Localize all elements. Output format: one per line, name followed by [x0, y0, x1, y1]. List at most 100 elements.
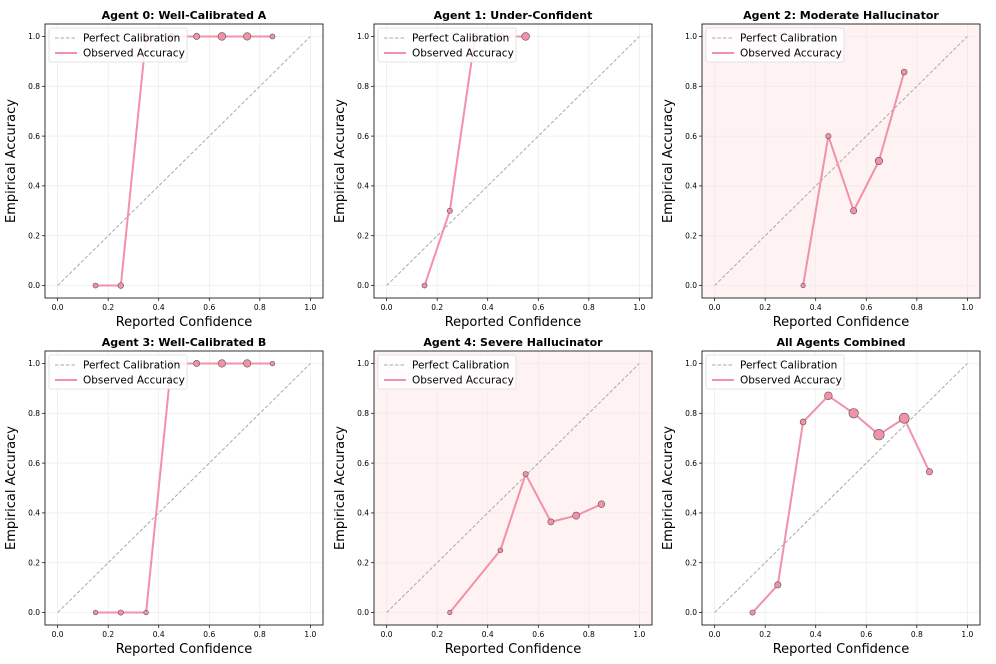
x-tick-label-0: 0.0: [52, 630, 64, 639]
data-point-7: [269, 33, 276, 40]
x-tick-label-4: 0.8: [254, 630, 266, 639]
data-point-4: [521, 32, 530, 41]
x-tick-label-1: 0.2: [102, 630, 114, 639]
perfect-calibration-line: [714, 363, 968, 613]
data-point-6: [243, 359, 252, 368]
data-point-4: [572, 511, 581, 520]
data-point-7: [269, 360, 276, 367]
data-point-5: [217, 32, 227, 41]
y-tick-label-4: 0.8: [685, 409, 697, 418]
legend-perfect-label: Perfect Calibration: [412, 360, 509, 372]
x-tick-label-3: 0.6: [532, 303, 544, 312]
legend: Perfect Calibration Observed Accuracy: [48, 27, 188, 63]
x-tick-label-0: 0.0: [381, 303, 393, 312]
subplot-title: Agent 4: Severe Hallucinator: [423, 336, 603, 349]
data-point-0: [92, 609, 99, 616]
data-point-6: [243, 32, 252, 41]
data-point-0: [447, 609, 453, 616]
data-point-7: [925, 468, 933, 476]
x-tick-label-4: 0.8: [911, 303, 923, 312]
legend: Perfect Calibration Observed Accuracy: [377, 354, 517, 390]
x-axis-label: Reported Confidence: [773, 315, 910, 330]
data-point-3: [874, 156, 883, 166]
x-tick-label-3: 0.6: [860, 303, 872, 312]
y-tick-label-5: 1.0: [685, 359, 697, 368]
x-tick-label-5: 1.0: [304, 303, 316, 312]
x-tick-label-5: 1.0: [961, 630, 973, 639]
data-point-1: [117, 609, 124, 616]
x-tick-label-0: 0.0: [709, 630, 721, 639]
y-tick-label-5: 1.0: [685, 32, 697, 41]
legend-box: [705, 354, 845, 390]
y-tick-label-3: 0.6: [28, 459, 40, 468]
data-point-2: [522, 471, 529, 478]
legend: Perfect Calibration Observed Accuracy: [377, 27, 517, 63]
x-tick-label-1: 0.2: [759, 303, 771, 312]
y-tick-label-1: 0.2: [685, 558, 697, 567]
legend-perfect-label: Perfect Calibration: [412, 33, 509, 45]
y-tick-label-0: 0.0: [28, 608, 40, 617]
perfect-calibration-line: [57, 363, 311, 613]
axes-frame: [373, 23, 653, 299]
legend-box: [705, 27, 845, 63]
x-tick-label-5: 1.0: [961, 303, 973, 312]
y-tick-label-3: 0.6: [28, 132, 40, 141]
y-tick-label-5: 1.0: [357, 32, 369, 41]
y-tick-label-5: 1.0: [357, 359, 369, 368]
x-tick-label-5: 1.0: [633, 303, 645, 312]
perfect-calibration-line: [57, 36, 311, 286]
legend-observed-label: Observed Accuracy: [412, 48, 514, 60]
data-point-6: [898, 412, 910, 424]
x-tick-label-3: 0.6: [203, 303, 215, 312]
data-point-0: [421, 282, 428, 289]
legend-perfect-label: Perfect Calibration: [740, 33, 837, 45]
y-tick-label-1: 0.2: [357, 558, 369, 567]
x-axis-label: Reported Confidence: [116, 642, 253, 657]
y-tick-label-3: 0.6: [357, 132, 369, 141]
data-point-0: [800, 282, 806, 289]
x-tick-label-4: 0.8: [583, 303, 595, 312]
subplot-3: 0.0 0.2 0.4 0.6 0.8 1.0 0.0 0.2 0.4 0.6 0.8 1.0 Agen…: [4, 336, 324, 657]
y-tick-label-4: 0.8: [685, 82, 697, 91]
subplot-5: 0.0 0.2 0.4 0.6 0.8 1.0 0.0 0.2 0.4 0.6 0.8 1.0 All …: [661, 336, 981, 657]
axes-frame: [701, 350, 981, 626]
data-point-2: [850, 207, 858, 215]
legend: Perfect Calibration Observed Accuracy: [705, 27, 845, 63]
subplot-title: All Agents Combined: [776, 336, 905, 349]
data-point-5: [873, 429, 885, 441]
y-tick-label-4: 0.8: [28, 82, 40, 91]
data-point-2: [143, 609, 149, 616]
legend-perfect-label: Perfect Calibration: [83, 360, 180, 372]
x-tick-label-2: 0.4: [810, 303, 822, 312]
x-tick-label-1: 0.2: [759, 630, 771, 639]
legend-box: [48, 354, 188, 390]
x-tick-label-5: 1.0: [304, 630, 316, 639]
data-point-1: [117, 282, 124, 289]
y-tick-label-5: 1.0: [28, 32, 40, 41]
subplot-0: 0.0 0.2 0.4 0.6 0.8 1.0 0.0 0.2 0.4 0.6 0.8 1.0 Agen…: [4, 9, 324, 330]
y-tick-label-2: 0.4: [685, 182, 697, 191]
x-axis-label: Reported Confidence: [445, 642, 582, 657]
x-tick-label-2: 0.4: [153, 303, 165, 312]
legend: Perfect Calibration Observed Accuracy: [705, 354, 845, 390]
perfect-calibration-line: [714, 36, 968, 286]
axes-frame: [373, 350, 653, 626]
x-tick-label-3: 0.6: [532, 630, 544, 639]
data-point-4: [193, 360, 201, 367]
y-tick-label-1: 0.2: [28, 231, 40, 240]
data-point-1: [497, 547, 504, 553]
legend-observed-label: Observed Accuracy: [412, 375, 514, 387]
y-tick-label-0: 0.0: [357, 608, 369, 617]
legend-box: [377, 27, 517, 63]
data-point-3: [824, 391, 833, 401]
y-tick-label-0: 0.0: [685, 608, 697, 617]
axes-frame: [44, 350, 324, 626]
legend-observed-label: Observed Accuracy: [83, 375, 185, 387]
data-point-4: [900, 68, 908, 76]
legend-perfect-label: Perfect Calibration: [740, 360, 837, 372]
x-tick-label-4: 0.8: [583, 630, 595, 639]
x-tick-label-2: 0.4: [810, 630, 822, 639]
x-tick-label-2: 0.4: [482, 630, 494, 639]
axes-frame: [701, 23, 981, 299]
y-tick-label-2: 0.4: [357, 182, 369, 191]
